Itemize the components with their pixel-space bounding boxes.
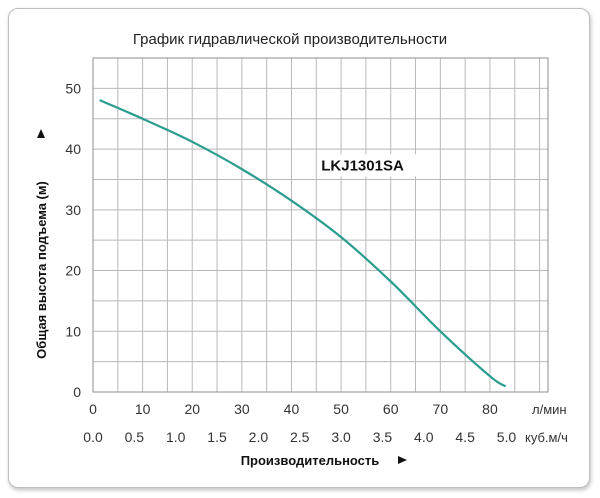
y-tick-labels: 0 10 20 30 40 50	[65, 80, 81, 400]
x-axis-title-group: Производительность	[241, 453, 407, 468]
y-tick-label: 10	[65, 323, 81, 339]
y-tick-label: 40	[65, 141, 81, 157]
x-tick-label-primary: 0	[89, 401, 97, 417]
x-tick-labels-secondary: 0.0 0.5 1.0 1.5 2.0 2.5 3.0 3.5 4.0 4.5 5.0	[83, 429, 516, 445]
x-tick-label-secondary: 3.5	[373, 429, 393, 445]
x-tick-labels-primary: 0 10 20 30 40 50 60 70 80	[89, 401, 498, 417]
chart-title: График гидравлической производительности	[133, 31, 447, 48]
y-tick-label: 0	[73, 384, 81, 400]
x-tick-label-primary: 30	[234, 401, 250, 417]
series-label-background	[317, 154, 428, 177]
x-tick-label-secondary: 0.0	[83, 429, 103, 445]
grid	[92, 57, 548, 393]
x-tick-label-primary: 10	[135, 401, 151, 417]
y-tick-label: 30	[65, 202, 81, 218]
x-tick-label-secondary: 5.0	[497, 429, 517, 445]
series-group: LKJ1301SA	[99, 99, 506, 388]
x-tick-label-secondary: 2.5	[290, 429, 310, 445]
x-unit-secondary-label: куб.м/ч	[525, 430, 568, 445]
y-axis-arrow-icon	[37, 129, 45, 138]
y-tick-label: 50	[65, 80, 81, 96]
x-tick-label-primary: 20	[184, 401, 200, 417]
x-tick-label-primary: 40	[284, 401, 300, 417]
x-tick-label-secondary: 1.5	[207, 429, 227, 445]
x-axis-arrow-icon	[398, 456, 407, 464]
x-tick-label-secondary: 0.5	[125, 429, 145, 445]
series-line	[99, 99, 506, 388]
x-tick-label-secondary: 4.0	[414, 429, 434, 445]
x-tick-label-primary: 80	[482, 401, 498, 417]
series-label: LKJ1301SA	[321, 157, 404, 174]
x-unit-primary-label: л/мин	[532, 402, 567, 417]
x-tick-label-secondary: 2.0	[249, 429, 269, 445]
x-tick-label-secondary: 4.5	[455, 429, 475, 445]
y-axis-title-group: Общая высота подъема (м)	[34, 129, 49, 359]
x-axis-title: Производительность	[241, 453, 380, 468]
plot-border	[92, 57, 549, 393]
y-axis-title: Общая высота подъема (м)	[34, 181, 49, 359]
x-tick-label-primary: 50	[333, 401, 349, 417]
y-tick-label: 20	[65, 263, 81, 279]
x-tick-label-primary: 70	[433, 401, 449, 417]
x-tick-label-secondary: 3.0	[331, 429, 351, 445]
x-tick-label-secondary: 1.0	[166, 429, 186, 445]
x-tick-label-primary: 60	[383, 401, 399, 417]
